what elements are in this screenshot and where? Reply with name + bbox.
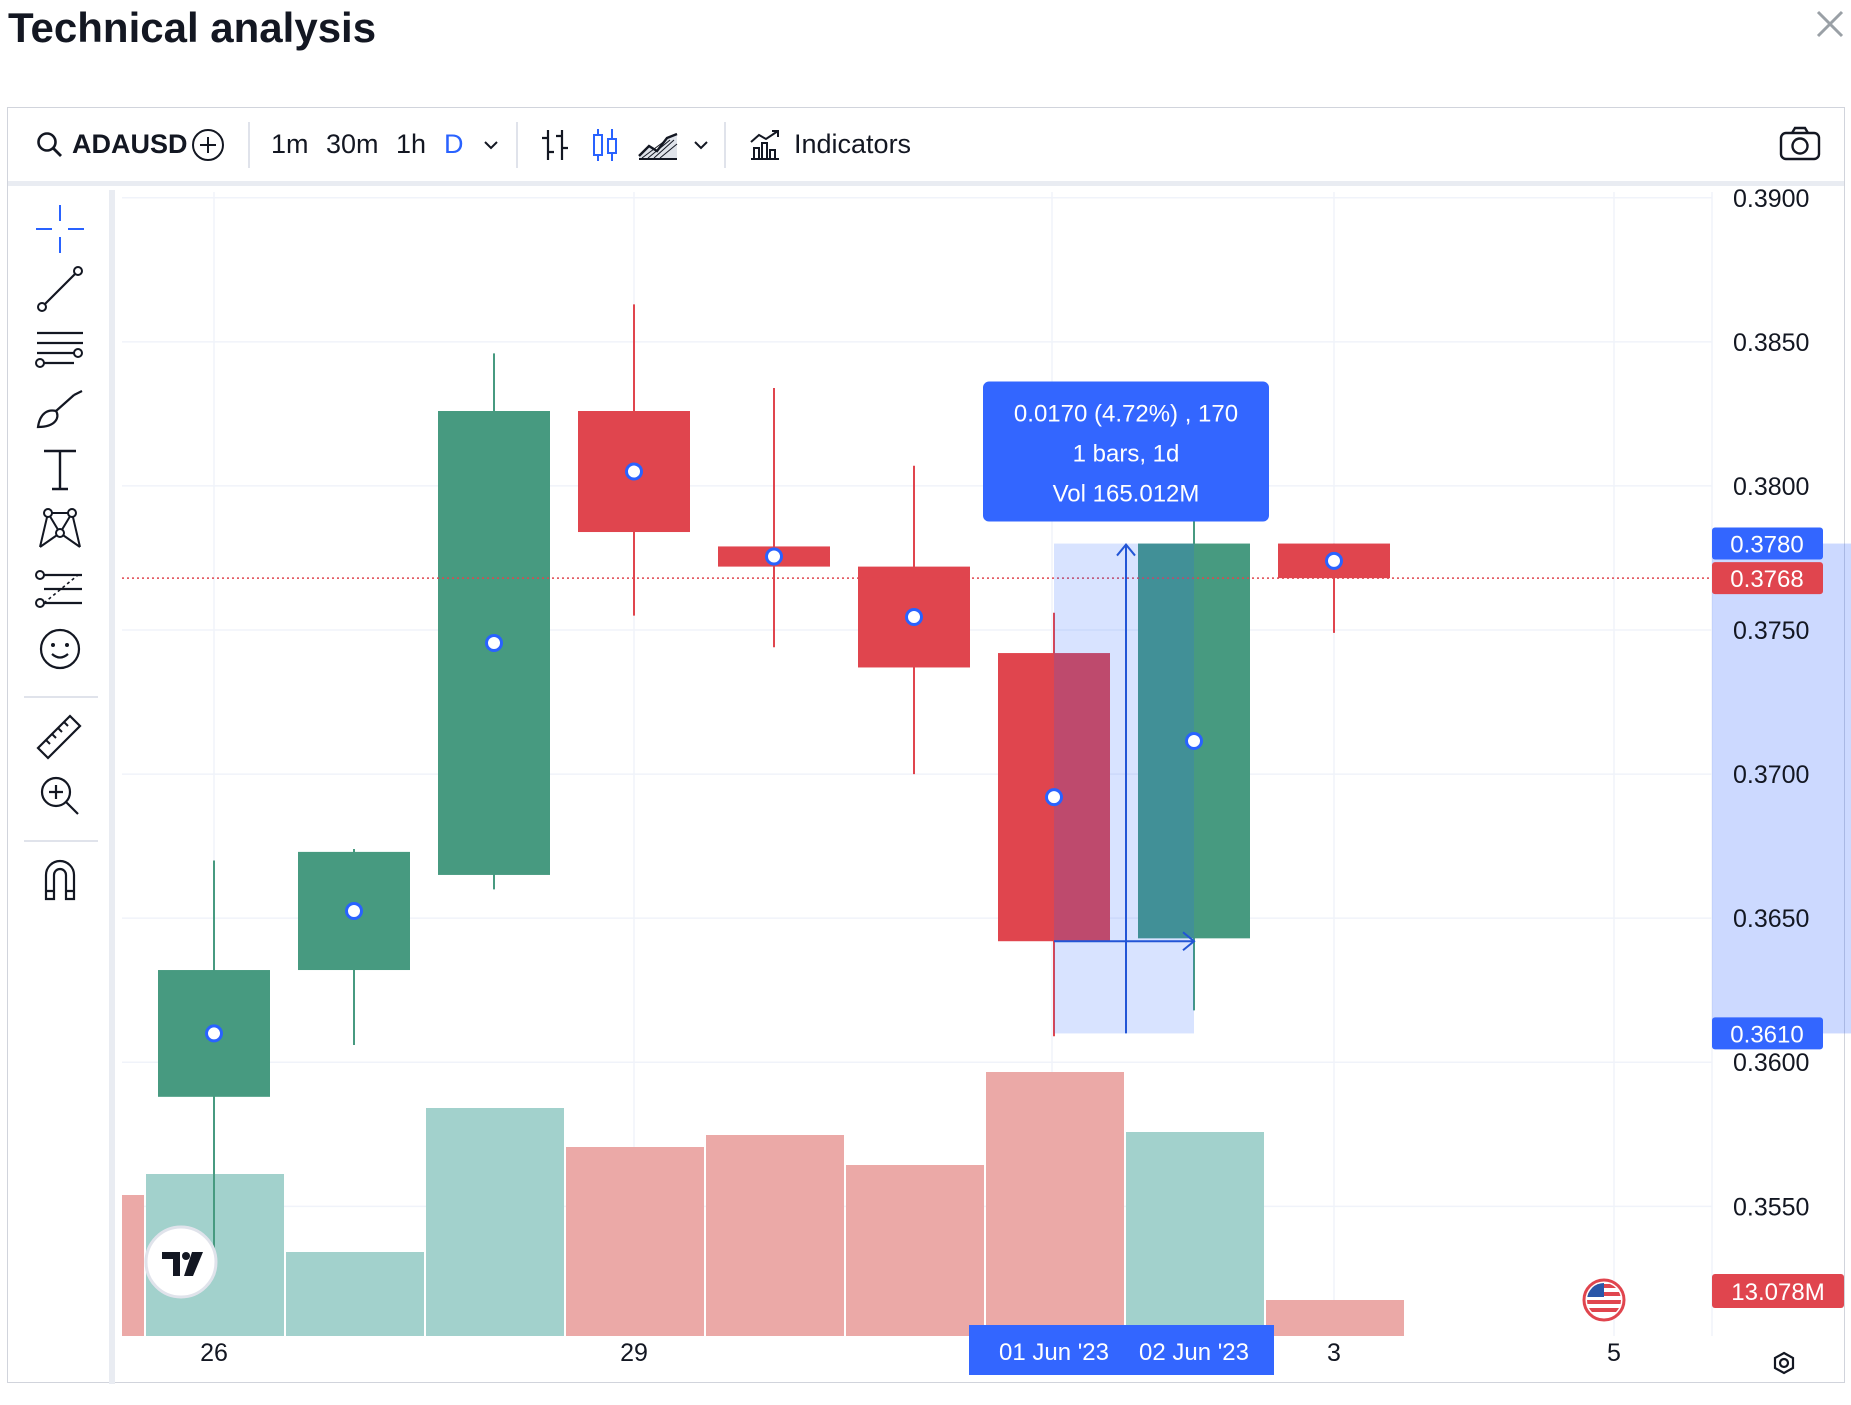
symbol-search[interactable]: ADAUSD (36, 108, 188, 181)
x-tick-label: 26 (200, 1339, 228, 1367)
y-tick-label: 0.3650 (1733, 905, 1809, 933)
measure-tooltip-line: 1 bars, 1d (1073, 441, 1180, 468)
volume-bar (706, 1135, 844, 1336)
fib-retracement-icon[interactable] (34, 563, 86, 615)
measure-high-badge (1712, 527, 1823, 560)
measure-range (1054, 543, 1194, 1034)
measure-tooltip (983, 381, 1269, 522)
pattern-icon[interactable] (34, 503, 86, 555)
y-tick-label: 0.3850 (1733, 329, 1809, 357)
candle-marker (205, 1024, 223, 1043)
measure-tooltip-line: 0.0170 (4.72%) , 170 (1014, 401, 1238, 428)
measure-axis-range (1712, 543, 1851, 1034)
toolbar-divider (24, 840, 98, 842)
volume-badge (1712, 1274, 1844, 1308)
candle-marker (1185, 731, 1203, 750)
y-tick-label: 0.3800 (1733, 473, 1809, 501)
bars-chart-icon[interactable] (538, 126, 572, 164)
measure-tool: 0.0170 (4.72%) , 170 1 bars, 1d Vol 165.01… (969, 381, 1851, 1375)
measure-high-badge-label: 0.3780 (1730, 532, 1803, 559)
ruler-icon[interactable] (34, 710, 86, 762)
symbol-label: ADAUSD (72, 129, 188, 159)
text-tool-icon[interactable] (34, 443, 86, 495)
date-badge-label: 02 Jun '23 (1139, 1339, 1249, 1366)
candle-markers (205, 462, 1343, 1043)
brush-icon[interactable] (34, 383, 86, 435)
time-axis: 26 29 3 5 (200, 1339, 1621, 1367)
current-price-badge-label: 0.3768 (1730, 566, 1803, 593)
candle-marker (625, 462, 643, 481)
candle-marker (1045, 788, 1063, 807)
measure-arrow (1182, 931, 1196, 951)
chevron-down-icon[interactable] (482, 136, 500, 154)
candle-marker (765, 547, 783, 566)
grid (122, 192, 1713, 1336)
y-tick-label: 0.3550 (1733, 1193, 1809, 1221)
area-chart-icon[interactable] (636, 126, 680, 164)
magnet-icon[interactable] (34, 853, 86, 905)
axis-badges: 0.3780 0.3768 0.3610 13.078M (1712, 527, 1844, 1308)
drawing-toolbar (8, 190, 115, 1384)
volume-bar (286, 1252, 424, 1336)
candle-marker (1325, 551, 1343, 570)
volume-badge-label: 13.078M (1731, 1279, 1824, 1306)
candles-chart-icon[interactable] (590, 126, 620, 164)
price-axis: 0.3900 0.3850 0.3800 0.3750 0.3700 0.3650 0.36… (1733, 185, 1809, 1222)
crosshair-icon[interactable] (34, 203, 86, 255)
volume-bar (1266, 1300, 1404, 1336)
volume-bars (122, 1072, 1404, 1336)
indicators-button[interactable]: Indicators (748, 108, 911, 181)
zoom-in-icon[interactable] (34, 770, 86, 822)
y-tick-label: 0.3750 (1733, 617, 1809, 645)
us-flag-icon (1582, 1278, 1626, 1322)
interval-1h[interactable]: 1h (396, 129, 427, 159)
interval-30m[interactable]: 30m (326, 129, 379, 159)
x-tick-label: 5 (1607, 1339, 1621, 1367)
date-badge-label: 01 Jun '23 (999, 1339, 1109, 1366)
y-tick-label: 0.3900 (1733, 185, 1809, 213)
volume-bar (1126, 1132, 1264, 1336)
settings-icon[interactable] (1773, 1351, 1795, 1375)
close-icon[interactable] (1812, 6, 1848, 42)
date-range-badge (969, 1325, 1274, 1375)
volume-bar (122, 1195, 144, 1336)
chart-toolbar: ADAUSD 1m 30m 1h D (8, 108, 1844, 186)
candle-bodies (158, 411, 1390, 1097)
chevron-down-icon[interactable] (692, 136, 710, 154)
y-tick-label: 0.3700 (1733, 761, 1809, 789)
x-tick-label: 3 (1327, 1339, 1341, 1367)
current-price-badge (1712, 562, 1823, 595)
toolbar-divider (24, 696, 98, 698)
indicators-label: Indicators (794, 129, 912, 159)
trend-line-icon[interactable] (34, 263, 86, 315)
candle-marker (905, 608, 923, 627)
tradingview-logo[interactable] (144, 1225, 218, 1299)
measure-arrow (1116, 542, 1136, 557)
candle-marker (485, 633, 503, 652)
interval-1m[interactable]: 1m (271, 129, 309, 159)
toolbar-divider (724, 122, 726, 168)
compare-add-icon[interactable] (191, 128, 225, 162)
volume-bar (566, 1147, 704, 1336)
x-tick-label: 29 (620, 1339, 648, 1367)
y-tick-label: 0.3600 (1733, 1049, 1809, 1077)
volume-bar (846, 1165, 984, 1336)
volume-bar (986, 1072, 1124, 1336)
volume-bar (426, 1108, 564, 1336)
measure-low-badge (1712, 1017, 1823, 1050)
camera-icon[interactable] (1778, 124, 1822, 164)
toolbar-divider (516, 122, 518, 168)
horizontal-lines-icon[interactable] (34, 323, 86, 375)
indicators-icon (750, 129, 779, 160)
measure-tooltip-line: Vol 165.012M (1053, 481, 1200, 508)
toolbar-divider (248, 122, 250, 168)
page-title: Technical analysis (8, 4, 377, 51)
emoji-icon[interactable] (34, 623, 86, 675)
measure-low-badge-label: 0.3610 (1730, 1021, 1803, 1048)
interval-d[interactable]: D (444, 129, 464, 159)
candle-marker (345, 901, 363, 920)
search-icon (37, 131, 62, 157)
